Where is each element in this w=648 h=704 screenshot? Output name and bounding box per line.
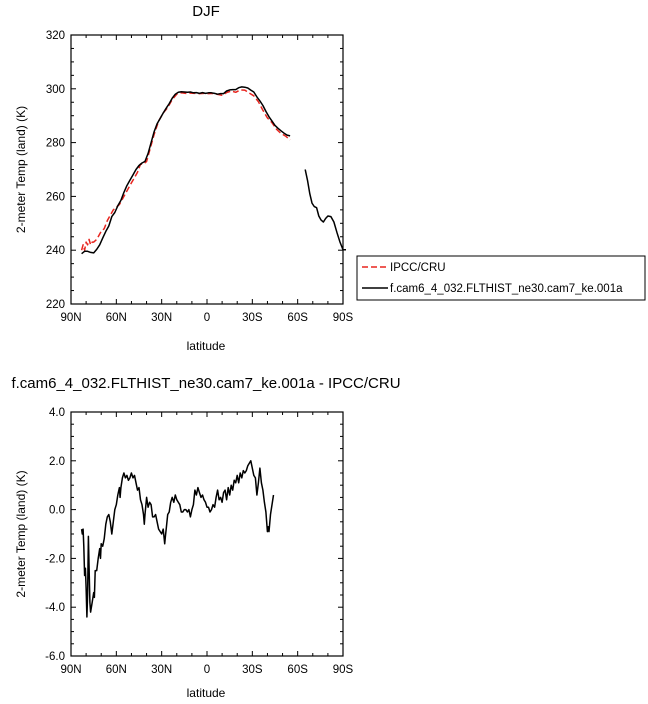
legend-box bbox=[356, 255, 646, 301]
series-top bbox=[80, 86, 346, 255]
x-tick-label: 30N bbox=[151, 312, 172, 324]
y-tick-label: 2.0 bbox=[49, 456, 65, 468]
ticks-top: 90N 60N 30N 0 30S 60S 90S 220 240 260 280 300 320 bbox=[46, 30, 354, 324]
x-tick-label: 0 bbox=[204, 664, 210, 676]
x-tick-label: 30N bbox=[151, 664, 172, 676]
x-tick-label: 60S bbox=[287, 664, 308, 676]
y-tick-label: 220 bbox=[46, 299, 65, 311]
y-tick-label: -6.0 bbox=[45, 651, 65, 663]
ticks-bottom: 90N 60N 30N 0 30S 60S 90S -6.0 -4.0 -2.0 0.0 2.0 4.0 bbox=[45, 407, 353, 676]
series-line-0-1-1 bbox=[304, 169, 346, 251]
y-tick-label: 4.0 bbox=[49, 407, 65, 419]
x-tick-label: 60N bbox=[106, 664, 127, 676]
y-tick-label: 260 bbox=[46, 191, 65, 203]
plot-frame-top bbox=[70, 34, 344, 305]
plot-frame-bottom bbox=[70, 411, 344, 657]
x-tick-label: 0 bbox=[204, 312, 210, 324]
y-tick-label: -4.0 bbox=[45, 602, 65, 614]
x-tick-label: 60N bbox=[106, 312, 127, 324]
y-tick-label: 320 bbox=[46, 30, 65, 42]
x-axis-label-bottom: latitude bbox=[187, 686, 226, 700]
y-tick-label: -2.0 bbox=[45, 553, 65, 565]
y-axis-label-top: 2-meter Temp (land) (K) bbox=[14, 106, 28, 233]
chart-panel-bottom: f.cam6_4_032.FLTHIST_ne30.cam7_ke.001a -… bbox=[11, 375, 400, 700]
x-axis-label-top: latitude bbox=[187, 339, 226, 353]
legend: IPCC/CRU f.cam6_4_032.FLTHIST_ne30.cam7_… bbox=[356, 255, 646, 301]
x-tick-label: 90S bbox=[333, 312, 354, 324]
y-tick-label: 0.0 bbox=[49, 505, 65, 517]
chart-panel-top: DJF 90N 60N 30N 0 30S 60S 90S 220 240 260 280 300 32… bbox=[14, 3, 646, 353]
chart-title-bottom: f.cam6_4_032.FLTHIST_ne30.cam7_ke.001a -… bbox=[11, 375, 400, 392]
x-tick-label: 30S bbox=[242, 664, 263, 676]
series-line-1-0-0 bbox=[80, 460, 275, 618]
y-tick-label: 300 bbox=[46, 84, 65, 96]
x-tick-label: 90N bbox=[60, 664, 81, 676]
chart-title-top: DJF bbox=[192, 3, 220, 20]
y-tick-label: 240 bbox=[46, 245, 65, 257]
series-line-0-0-0 bbox=[80, 89, 291, 251]
x-tick-label: 60S bbox=[287, 312, 308, 324]
series-bottom bbox=[80, 460, 275, 618]
x-tick-label: 90S bbox=[333, 664, 354, 676]
x-tick-label: 90N bbox=[60, 312, 81, 324]
y-axis-label-bottom: 2-meter Temp (land) (K) bbox=[14, 470, 28, 597]
y-tick-label: 280 bbox=[46, 138, 65, 150]
legend-label-ipcc-cru: IPCC/CRU bbox=[390, 262, 446, 274]
series-line-0-1-0 bbox=[81, 86, 291, 255]
legend-label-model: f.cam6_4_032.FLTHIST_ne30.cam7_ke.001a bbox=[390, 283, 623, 295]
x-tick-label: 30S bbox=[242, 312, 263, 324]
